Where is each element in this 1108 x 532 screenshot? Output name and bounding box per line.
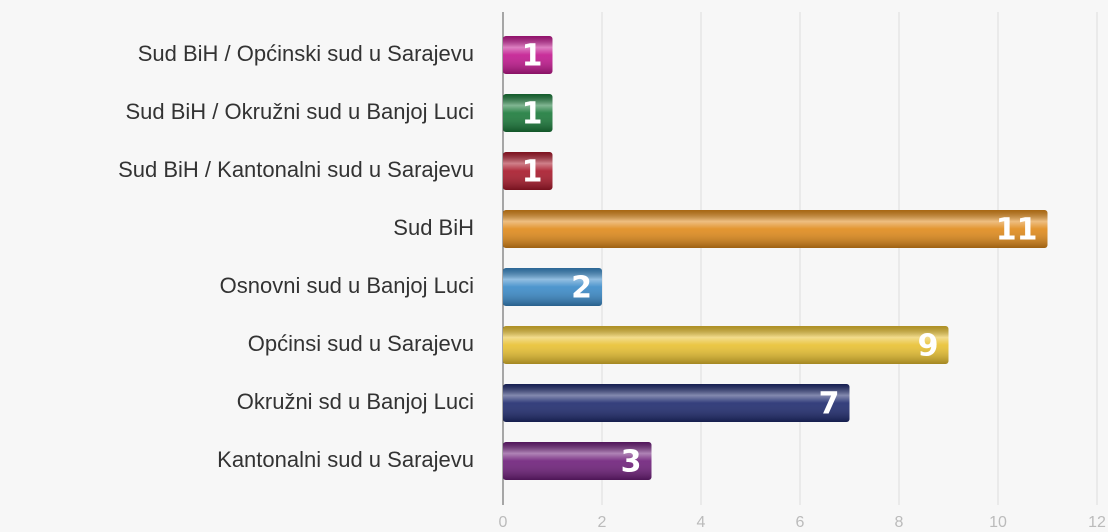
- category-label: Općinsi sud u Sarajevu: [248, 331, 474, 356]
- bar-shine: [503, 36, 553, 74]
- bar-shine: [503, 442, 652, 480]
- category-label: Kantonalni sud u Sarajevu: [217, 447, 474, 472]
- category-label: Osnovni sud u Banjoj Luci: [220, 273, 474, 298]
- x-tick-label: 8: [895, 514, 904, 531]
- category-label: Okružni sd u Banjoj Luci: [237, 389, 474, 414]
- value-label: 1: [522, 39, 543, 74]
- value-label: 7: [819, 387, 840, 422]
- category-label: Sud BiH / Kantonalni sud u Sarajevu: [118, 157, 474, 182]
- x-tick-label: 12: [1088, 514, 1106, 531]
- x-tick-label: 2: [598, 514, 607, 531]
- value-label: 2: [571, 271, 592, 306]
- category-label: Sud BiH / Okružni sud u Banjoj Luci: [125, 99, 474, 124]
- bar-shine: [503, 326, 949, 364]
- category-label: Sud BiH / Općinski sud u Sarajevu: [138, 41, 474, 66]
- bar-shine: [503, 94, 553, 132]
- bar-shine: [503, 210, 1048, 248]
- bar-shine: [503, 384, 850, 422]
- x-tick-label: 6: [796, 514, 805, 531]
- bar-shine: [503, 268, 602, 306]
- x-tick-label: 4: [697, 514, 706, 531]
- x-tick-label: 10: [989, 514, 1007, 531]
- value-label: 9: [918, 329, 939, 364]
- category-label: Sud BiH: [393, 215, 474, 240]
- value-label: 11: [996, 213, 1038, 248]
- value-label: 1: [522, 97, 543, 132]
- value-label: 1: [522, 155, 543, 190]
- bar-shine: [503, 152, 553, 190]
- x-tick-label: 0: [499, 514, 508, 531]
- value-label: 3: [621, 445, 642, 480]
